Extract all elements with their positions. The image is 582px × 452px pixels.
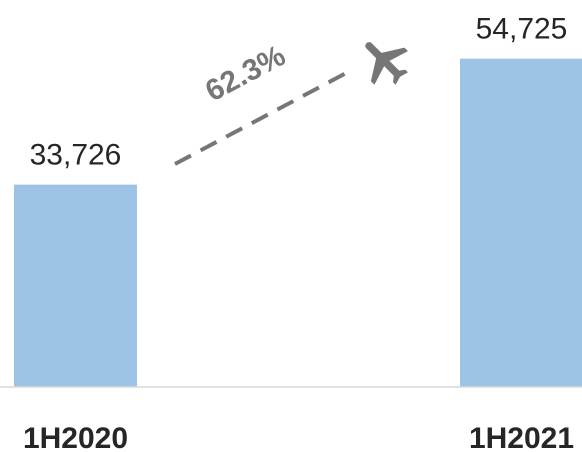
x-tick-label-1H2020: 1H2020 xyxy=(23,422,128,452)
growth-dashed-line xyxy=(174,70,349,166)
growth-annotation: 62.3% xyxy=(174,39,408,166)
data-label-1H2021: 54,725 xyxy=(476,13,568,46)
bar-1H2021 xyxy=(460,58,582,388)
airplane-icon xyxy=(365,42,408,85)
x-tick-label-1H2021: 1H2021 xyxy=(469,422,574,452)
labels: 33,726 1H2020 54,725 1H2021 xyxy=(23,13,574,452)
growth-percent-label: 62.3% xyxy=(200,39,291,108)
bar-1H2020 xyxy=(14,184,137,387)
data-label-1H2020: 33,726 xyxy=(30,139,122,172)
bars xyxy=(14,58,582,388)
